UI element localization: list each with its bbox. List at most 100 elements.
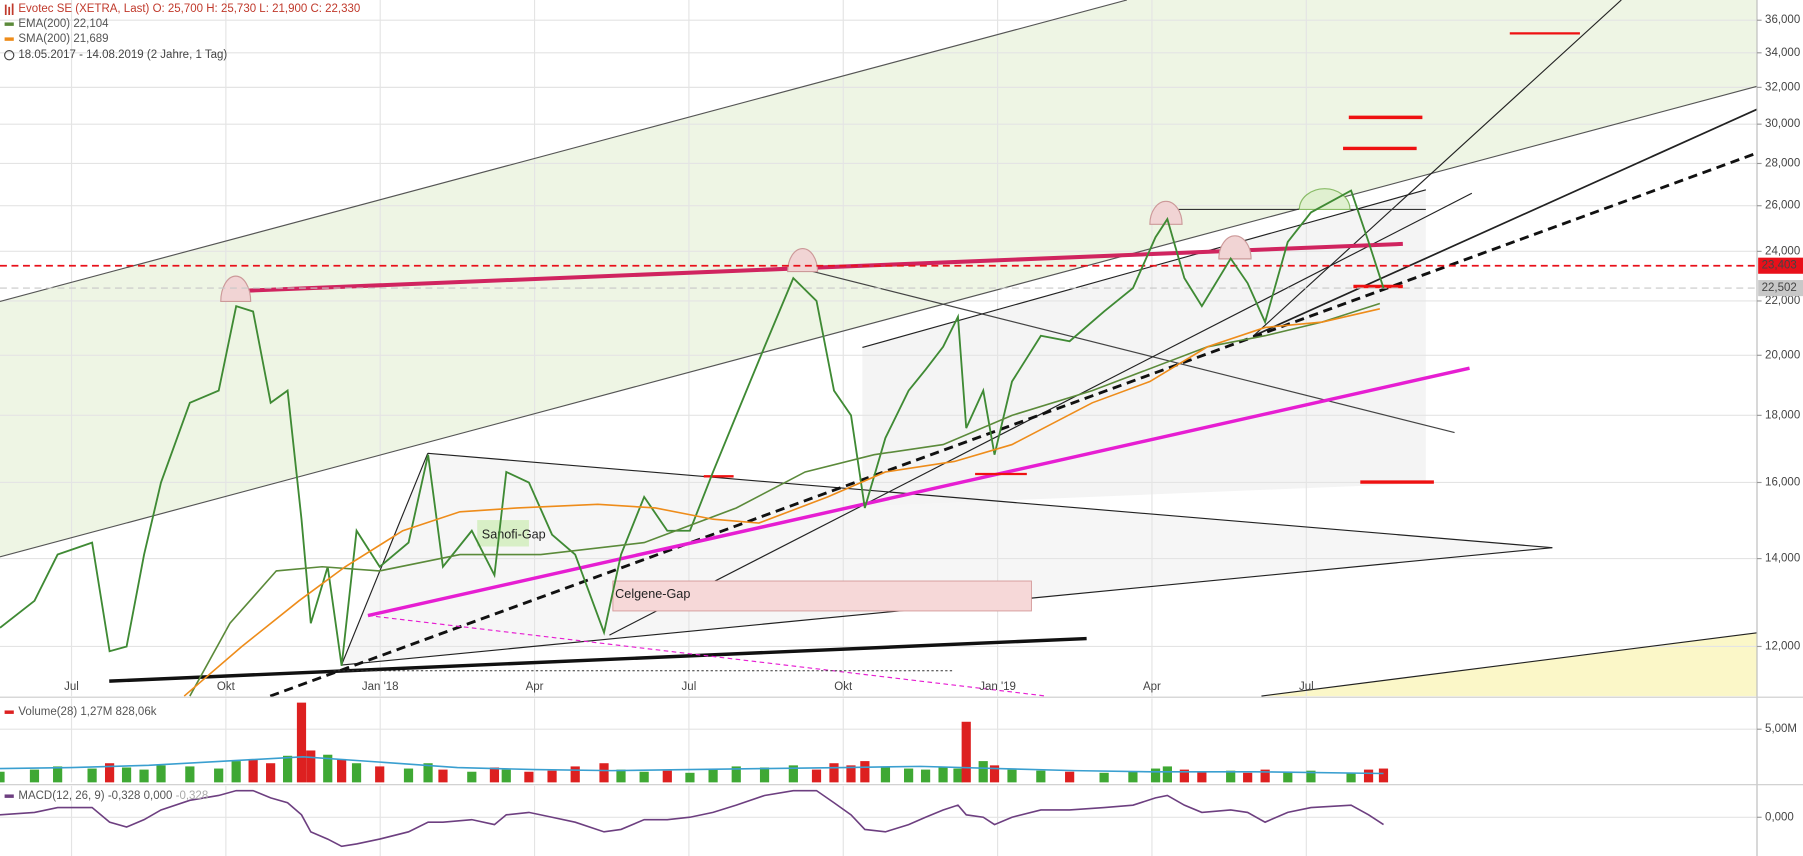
volume-bar [337,758,347,783]
volume-bar [860,761,870,783]
volume-bar [231,761,241,783]
trendline [609,192,1473,636]
series-line [0,789,1384,848]
legend-icon [4,3,14,15]
y-tick-label: 32,000 [1765,81,1800,93]
x-tick-label: Jan '19 [979,681,1016,693]
volume-bar [1065,771,1075,783]
legend-text: 1,27M [80,706,112,718]
volume-bar [788,765,798,783]
volume-bar [685,772,695,783]
volume-bar [547,770,557,783]
data [0,189,1389,848]
volume-bar [87,768,97,783]
volume-bar [708,768,718,783]
annotation: Celgene-Gap [615,587,690,601]
y-tick-label: 24,000 [1765,245,1800,257]
legend-text: (2 Jahre, 1 Tag) [147,49,227,61]
series-line [0,756,1384,775]
legend-text: Volume(28) [18,706,77,718]
trendline [799,267,1455,434]
trendline [1252,0,1622,337]
volume-bar [829,763,839,783]
support-line [367,614,1047,697]
legend-text: Evotec SE (XETRA, Last) [18,3,149,15]
trendline [1261,632,1758,697]
x-tick-label: Apr [1143,681,1161,693]
legend-text: MACD(12, 26, 9) [18,790,104,802]
volume-bar [662,770,672,783]
volume-bar [938,767,948,783]
volume-bar [501,769,511,783]
volume-bar [570,766,580,783]
volume-bar [323,754,333,783]
x-tick-label: Okt [217,681,236,693]
volume-bar [639,771,649,783]
volume-bar [306,750,316,783]
trendline [269,151,1758,698]
volume-bar [214,768,224,783]
volume-bar [1162,766,1172,783]
legend-text: 21,689 [73,33,108,45]
volume-bar [296,702,307,783]
volume-bar [467,771,477,783]
volume-bar [961,721,971,783]
volume-bar [139,769,149,783]
y-tick-label: 26,000 [1765,200,1800,212]
legend-text: -0,328 [176,790,209,802]
volume-bar [1346,772,1356,783]
volume-bar [1283,771,1293,783]
legend-row: SMA(200) 21,689 [18,33,108,45]
trendline [109,636,1087,683]
resistance-line [235,241,1403,294]
series-line [189,302,1381,697]
legend-row: Evotec SE (XETRA, Last) O: 25,700 H: 25,… [18,3,360,15]
x-tick-label: Jul [1299,681,1314,693]
legend-row: Volume(28) 1,27M 828,06k [18,706,156,718]
price-marker [1758,257,1803,274]
volume-bar [731,766,741,783]
price-marker-label: 23,403 [1762,260,1797,272]
y-tick-label: 16,000 [1765,477,1800,489]
volume-bar [423,763,433,783]
volume-bar [1150,768,1161,783]
legend: Evotec SE (XETRA, Last) O: 25,700 H: 25,… [4,3,360,802]
volume-bar [524,771,534,783]
top-marker [220,275,252,303]
y-tick-label: 34,000 [1765,47,1800,59]
legend-text: 0,000 [144,790,173,802]
y-tick-label: 0,000 [1765,811,1794,823]
annotation: Sanofi-Gap [482,527,546,541]
volume-bar [375,766,385,783]
legend-row: MACD(12, 26, 9) -0,328 0,000 -0,328 [18,790,208,802]
volume-bar [1306,770,1316,783]
volume-bar [989,765,1000,783]
volume-bar [978,761,988,783]
volume-bar [880,766,891,783]
series-line [0,189,1385,666]
legend-text: EMA(200) [18,18,70,30]
legend-text: O: 25,700 H: 25,730 L: 21,900 C: 22,330 [153,3,361,15]
volume-bar [1179,769,1189,783]
volume-bar [599,763,609,783]
volume-bar [1036,770,1046,783]
trendline [427,452,1553,549]
y-tick-label: 22,000 [1765,295,1800,307]
x-tick-label: Jul [64,681,79,693]
volume-bar [1128,771,1138,783]
volume-bar [953,768,963,783]
x-tick-label: Jan '18 [362,681,399,693]
y-tick-label: 30,000 [1765,118,1800,130]
volume-bar [351,763,362,783]
x-tick-label: Jul [682,681,697,693]
volume-bar [248,758,258,783]
top-marker [1149,200,1183,225]
volume-bar [1197,771,1207,783]
volume-bar [266,763,276,783]
volume-bar [904,768,914,783]
legend-text: 18.05.2017 - 14.08.2019 [18,49,143,61]
y-tick-label: 18,000 [1765,409,1800,421]
y-tick-label: 14,000 [1765,553,1800,565]
